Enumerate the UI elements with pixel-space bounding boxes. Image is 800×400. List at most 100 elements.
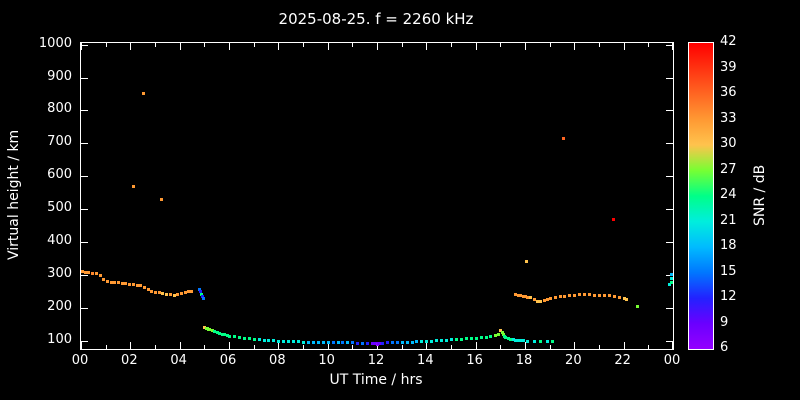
data-point bbox=[292, 340, 296, 344]
data-point bbox=[371, 342, 375, 346]
data-point bbox=[109, 280, 113, 284]
data-point bbox=[218, 331, 222, 335]
data-point bbox=[252, 338, 256, 342]
data-point bbox=[622, 297, 626, 300]
tick-mark bbox=[426, 342, 428, 349]
data-point bbox=[588, 293, 592, 297]
data-point bbox=[128, 282, 132, 286]
tick-mark bbox=[155, 43, 156, 47]
x-tick-label: 00 bbox=[71, 353, 89, 368]
tick-mark bbox=[666, 274, 673, 276]
data-point bbox=[183, 291, 187, 295]
data-point bbox=[201, 296, 205, 300]
data-point bbox=[551, 340, 555, 344]
data-point bbox=[454, 338, 458, 342]
data-point bbox=[558, 295, 562, 299]
data-point bbox=[546, 340, 550, 344]
data-point bbox=[215, 330, 219, 334]
colorbar-tick-label: 24 bbox=[720, 187, 737, 202]
data-point bbox=[501, 332, 505, 336]
data-point bbox=[282, 340, 286, 344]
data-point bbox=[189, 289, 193, 293]
y-tick-label: 200 bbox=[47, 298, 72, 314]
data-point bbox=[459, 337, 463, 341]
tick-mark bbox=[623, 43, 625, 50]
tick-mark bbox=[81, 340, 88, 342]
tick-mark bbox=[451, 345, 452, 349]
colorbar-tick-label: 12 bbox=[720, 289, 737, 304]
data-point bbox=[516, 339, 520, 343]
data-point bbox=[440, 339, 444, 343]
data-point bbox=[176, 293, 180, 297]
data-point bbox=[141, 92, 145, 96]
tick-mark bbox=[303, 345, 304, 349]
tick-mark bbox=[672, 342, 673, 349]
data-point bbox=[146, 287, 150, 291]
tick-mark bbox=[278, 43, 280, 50]
tick-mark bbox=[81, 110, 88, 112]
tick-mark bbox=[204, 345, 206, 349]
data-point bbox=[220, 332, 224, 336]
data-point bbox=[225, 333, 229, 337]
tick-mark bbox=[500, 43, 502, 47]
data-point bbox=[161, 292, 165, 296]
tick-mark bbox=[574, 43, 576, 50]
data-point bbox=[257, 338, 261, 342]
tick-mark bbox=[574, 342, 576, 349]
data-point bbox=[316, 341, 320, 345]
tick-mark bbox=[666, 307, 673, 309]
y-tick-label: 700 bbox=[47, 134, 72, 150]
tick-mark bbox=[155, 345, 156, 349]
data-point bbox=[81, 270, 84, 274]
tick-mark bbox=[666, 242, 673, 244]
tick-mark bbox=[130, 43, 132, 50]
tick-mark bbox=[475, 43, 477, 50]
data-point bbox=[187, 290, 191, 294]
tick-mark bbox=[666, 340, 673, 342]
data-point bbox=[228, 334, 231, 338]
plot-area bbox=[80, 42, 674, 350]
data-point bbox=[504, 335, 508, 339]
data-point bbox=[120, 281, 124, 285]
data-point bbox=[526, 296, 530, 299]
data-point bbox=[165, 292, 169, 296]
data-point bbox=[373, 342, 377, 346]
x-tick-label: 12 bbox=[367, 353, 385, 368]
data-point bbox=[124, 281, 128, 285]
data-point bbox=[336, 341, 340, 345]
data-point bbox=[306, 340, 310, 344]
data-point bbox=[351, 341, 355, 345]
y-tick-label: 1000 bbox=[38, 35, 72, 51]
data-point bbox=[514, 292, 518, 296]
data-point bbox=[98, 273, 102, 277]
data-point bbox=[326, 341, 330, 345]
data-point bbox=[489, 335, 493, 339]
data-point bbox=[479, 336, 483, 340]
data-point bbox=[578, 293, 582, 297]
data-point bbox=[420, 340, 424, 344]
data-point bbox=[390, 341, 394, 345]
data-point bbox=[525, 260, 529, 264]
colorbar-tick-label: 36 bbox=[720, 85, 737, 100]
data-point bbox=[157, 291, 161, 295]
chart-title: 2025-08-25. f = 2260 kHz bbox=[278, 10, 474, 28]
x-tick-label: 00 bbox=[663, 353, 681, 368]
data-point bbox=[474, 336, 478, 340]
data-point bbox=[519, 294, 523, 298]
data-point bbox=[516, 293, 520, 297]
x-tick-label: 04 bbox=[170, 353, 187, 368]
data-point bbox=[331, 341, 335, 345]
tick-mark bbox=[401, 345, 403, 349]
tick-mark bbox=[426, 43, 428, 50]
x-tick-label: 08 bbox=[269, 353, 286, 368]
colorbar-label: SNR / dB bbox=[752, 164, 768, 226]
x-tick-label: 14 bbox=[417, 353, 434, 368]
tick-mark bbox=[179, 342, 181, 349]
colorbar-tick-label: 39 bbox=[720, 59, 737, 75]
data-point bbox=[378, 341, 382, 345]
tick-mark bbox=[672, 43, 673, 50]
data-point bbox=[450, 338, 453, 342]
data-point bbox=[521, 339, 525, 343]
data-point bbox=[277, 339, 281, 343]
